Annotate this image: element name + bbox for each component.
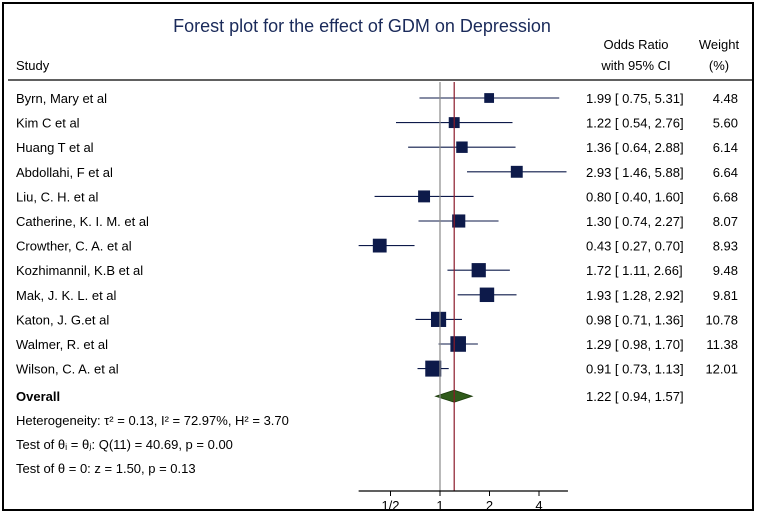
x-axis: 1/2 1 2 4 [358, 82, 568, 513]
study-rows: Byrn, Mary et al 1.99 [ 0.75, 5.31] 4.48 Ki… [16, 91, 738, 404]
footnote-text: Test of θᵢ = θⱼ: Q(11) = 40.69, p = 0.00 [16, 437, 233, 452]
x-tick-label: 2 [486, 498, 493, 513]
weight-value: 11.38 [706, 337, 738, 352]
or-ci-value: 1.22 [ 0.54, 2.76] [586, 116, 684, 131]
or-ci-value: 1.36 [ 0.64, 2.88] [586, 140, 684, 155]
or-ci-value: 0.43 [ 0.27, 0.70] [586, 239, 684, 254]
effect-box [372, 238, 387, 253]
overall-row: Overall 1.22 [ 0.94, 1.57] [16, 389, 684, 404]
study-label: Byrn, Mary et al [16, 91, 107, 106]
study-label: Wilson, C. A. et al [16, 362, 119, 377]
footnote-text: Test of θ = 0: z = 1.50, p = 0.13 [16, 461, 196, 476]
footnotes: Heterogeneity: τ² = 0.13, I² = 72.97%, H… [16, 413, 289, 476]
or-header-line1: Odds Ratio [603, 37, 668, 52]
weight-value: 9.48 [713, 263, 738, 278]
weight-header-line2: (%) [709, 58, 729, 73]
study-label: Crowther, C. A. et al [16, 239, 132, 254]
effect-box [484, 93, 495, 103]
effect-box [456, 141, 468, 153]
weight-value: 6.68 [713, 189, 738, 204]
footnote-text: Heterogeneity: τ² = 0.13, I² = 72.97%, H… [16, 413, 289, 428]
study-row: Mak, J. K. L. et al 1.93 [ 1.28, 2.92] 9.8… [16, 287, 738, 303]
or-ci-value: 2.93 [ 1.46, 5.88] [586, 165, 684, 180]
study-label: Mak, J. K. L. et al [16, 288, 117, 303]
weight-value: 12.01 [705, 362, 738, 377]
study-row: Walmer, R. et al 1.29 [ 0.98, 1.70] 11.38 [16, 336, 738, 352]
study-row: Liu, C. H. et al 0.80 [ 0.40, 1.60] 6.68 [16, 189, 738, 204]
weight-value: 8.07 [713, 214, 738, 229]
x-tick-label: 4 [535, 498, 542, 513]
weight-header-line1: Weight [699, 37, 740, 52]
study-row: Byrn, Mary et al 1.99 [ 0.75, 5.31] 4.48 [16, 91, 738, 106]
study-row: Abdollahi, F et al 2.93 [ 1.46, 5.88] 6.64 [16, 165, 738, 180]
effect-box [450, 336, 466, 352]
study-label: Walmer, R. et al [16, 337, 108, 352]
or-ci-value: 1.99 [ 0.75, 5.31] [586, 91, 684, 106]
study-label: Katon, J. G.et al [16, 312, 109, 327]
effect-box [418, 190, 431, 203]
effect-box [430, 311, 447, 327]
weight-value: 8.93 [713, 239, 738, 254]
study-header: Study [16, 58, 50, 73]
weight-value: 6.14 [713, 140, 738, 155]
study-label: Abdollahi, F et al [16, 165, 113, 180]
study-row: Kim C et al 1.22 [ 0.54, 2.76] 5.60 [16, 116, 738, 131]
study-row: Catherine, K. I. M. et al 1.30 [ 0.74, 2.… [16, 214, 738, 229]
weight-value: 6.64 [713, 165, 738, 180]
study-row: Crowther, C. A. et al 0.43 [ 0.27, 0.70] 8… [16, 239, 738, 254]
or-ci-value: 1.72 [ 1.11, 2.66] [586, 263, 683, 278]
or-ci-value: 0.80 [ 0.40, 1.60] [586, 189, 684, 204]
weight-value: 10.78 [705, 312, 738, 327]
effect-box [452, 214, 466, 228]
study-label: Kim C et al [16, 116, 80, 131]
study-label: Huang T et al [16, 140, 94, 155]
study-label: Kozhimannil, K.B et al [16, 263, 143, 278]
study-label: Liu, C. H. et al [16, 189, 98, 204]
x-tick-label: 1/2 [381, 498, 399, 513]
study-label: Catherine, K. I. M. et al [16, 214, 149, 229]
chart-title: Forest plot for the effect of GDM on Dep… [173, 16, 551, 36]
weight-value: 5.60 [713, 116, 738, 131]
or-ci-value: 1.93 [ 1.28, 2.92] [586, 288, 684, 303]
or-header-line2: with 95% CI [600, 58, 670, 73]
effect-box [425, 360, 442, 377]
overall-label: Overall [16, 389, 60, 404]
or-ci-value: 1.29 [ 0.98, 1.70] [586, 337, 684, 352]
figure-frame [2, 2, 754, 511]
weight-value: 9.81 [713, 288, 738, 303]
effect-box [510, 165, 523, 178]
or-ci-value: 0.91 [ 0.73, 1.13] [586, 362, 684, 377]
study-row: Kozhimannil, K.B et al 1.72 [ 1.11, 2.66]… [16, 263, 738, 278]
weight-value: 4.48 [713, 91, 738, 106]
study-row: Katon, J. G.et al 0.98 [ 0.71, 1.36] 10.78 [16, 311, 738, 327]
effect-box [479, 287, 495, 303]
study-row: Wilson, C. A. et al 0.91 [ 0.73, 1.13] 12.… [16, 360, 738, 377]
or-ci-value: 1.30 [ 0.74, 2.27] [586, 214, 684, 229]
effect-box [471, 263, 486, 278]
overall-or-ci-value: 1.22 [ 0.94, 1.57] [586, 389, 684, 404]
or-ci-value: 0.98 [ 0.71, 1.36] [586, 312, 684, 327]
study-row: Huang T et al 1.36 [ 0.64, 2.88] 6.14 [16, 140, 738, 155]
x-tick-label: 1 [436, 498, 443, 513]
